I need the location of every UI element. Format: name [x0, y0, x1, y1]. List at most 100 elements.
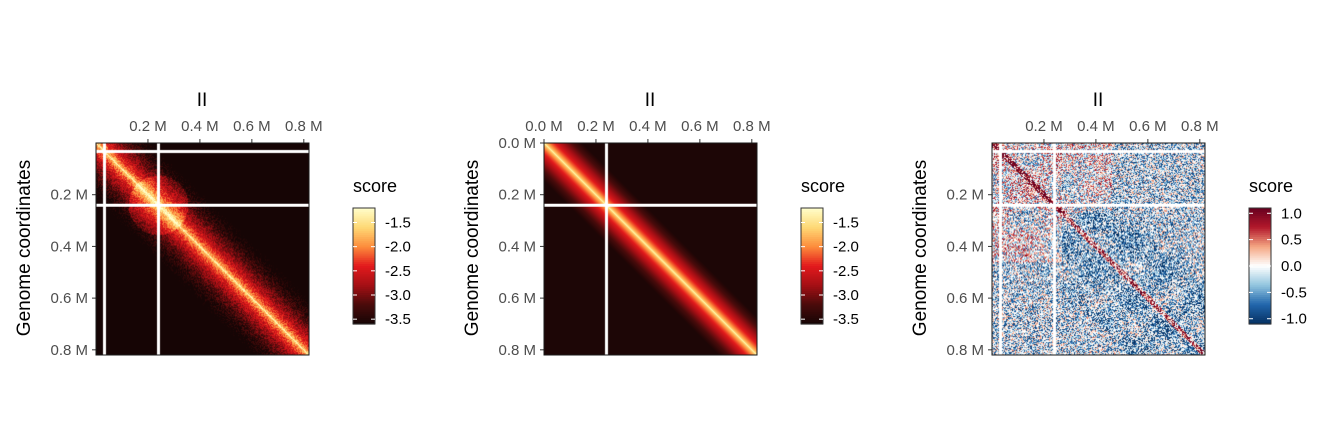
legend-color-step [353, 281, 375, 284]
legend-color-step [801, 217, 823, 221]
legend-color-step [353, 287, 375, 290]
legend-color-step [353, 221, 375, 225]
legend-color-step [353, 227, 375, 230]
legend-color-step [353, 308, 375, 312]
legend-color-step [1249, 281, 1271, 284]
legend-tick-label: -2.0 [833, 239, 859, 256]
y-tick-label: 0.0 M [498, 135, 536, 152]
legend-color-step [801, 275, 823, 279]
legend-color-step [801, 289, 823, 292]
legend-color-step [1249, 291, 1271, 294]
legend-color-step [353, 258, 375, 261]
y-tick-label: 0.2 M [498, 187, 536, 204]
plot-frame [543, 142, 758, 356]
legend-color-step [801, 211, 823, 215]
legend-tick-label: -1.5 [833, 215, 859, 232]
legend-color-step [353, 260, 375, 263]
panel-title: II [1093, 90, 1104, 111]
x-tick-label: 0.2 M [577, 118, 615, 135]
y-tick-label: 0.6 M [50, 290, 88, 307]
legend-color-step [1249, 302, 1271, 306]
legend-color-step [1249, 225, 1271, 228]
legend-color-step [801, 225, 823, 228]
y-axis-label: Genome coordinates [910, 160, 931, 336]
legend-color-step [353, 277, 375, 281]
legend-color-step [1249, 237, 1271, 240]
heatmap-image-group [992, 143, 1205, 355]
legend-color-step [801, 264, 823, 267]
legend-color-step [353, 233, 375, 236]
legend-tick-label: -2.0 [385, 239, 411, 256]
legend-color-step [1249, 271, 1271, 275]
y-axis-label: Genome coordinates [462, 160, 483, 336]
legend-color-step [1249, 298, 1271, 302]
y-tick-label: 0.6 M [946, 290, 984, 307]
legend-color-step [801, 296, 823, 300]
legend-color-step [1249, 295, 1271, 298]
legend-color-step [353, 275, 375, 279]
legend-color-step [801, 302, 823, 306]
x-tick-label: 0.8 M [285, 118, 323, 135]
legend-color-step [1249, 250, 1271, 254]
legend-color-step [1249, 269, 1271, 273]
legend-color-step [353, 312, 375, 315]
legend-color-step [1249, 231, 1271, 234]
legend-tick-label: -3.5 [385, 311, 411, 328]
legend-title: score [1249, 176, 1293, 196]
legend-tick-label: -3.5 [833, 311, 859, 328]
legend-color-step [353, 264, 375, 267]
legend-color-step [801, 312, 823, 315]
legend-color-step [353, 304, 375, 308]
legend-color-step [353, 289, 375, 292]
legend-color-step [1249, 314, 1271, 317]
legend-color-step [801, 237, 823, 240]
legend-color-step [353, 295, 375, 298]
x-tick-label: 0.4 M [1077, 118, 1115, 135]
legend-color-step [801, 252, 823, 255]
y-tick-label: 0.4 M [946, 238, 984, 255]
legend-color-step [353, 314, 375, 317]
legend-color-step [1249, 262, 1271, 265]
legend-color-step [801, 215, 823, 219]
legend-color-step [1249, 229, 1271, 232]
legend-color-step [353, 262, 375, 265]
legend-color-step [801, 304, 823, 308]
legend-tick-label: -3.0 [385, 287, 411, 304]
legend-color-step [801, 271, 823, 275]
color-legend: -1.5 -2.0 -2.5 -3.0 -3.5 [800, 207, 859, 328]
x-axis-ticks: 0.0 M 0.2 M 0.4 M 0.6 M 0.8 M [525, 118, 771, 143]
legend-color-step [801, 287, 823, 290]
legend-color-step [801, 209, 823, 213]
heatmap-image [544, 143, 757, 355]
legend-color-step [1249, 304, 1271, 308]
legend-color-step [801, 281, 823, 284]
color-legend: -1.5 -2.0 -2.5 -3.0 -3.5 [352, 207, 411, 328]
y-axis-ticks: 0.2 M 0.4 M 0.6 M 0.8 M [946, 187, 992, 359]
legend-color-step [353, 242, 375, 246]
legend-color-step [1249, 242, 1271, 246]
legend-color-step [1249, 208, 1271, 211]
x-tick-label: 0.0 M [525, 118, 563, 135]
legend-color-step [801, 283, 823, 286]
legend-color-step [353, 244, 375, 248]
legend-color-step [801, 266, 823, 269]
legend-color-step [801, 221, 823, 225]
legend-tick-label: -2.5 [833, 263, 859, 280]
legend-color-step [1249, 235, 1271, 238]
legend-color-step [801, 233, 823, 236]
legend-color-step [353, 213, 375, 217]
legend-color-step [801, 277, 823, 281]
legend-color-step [801, 240, 823, 244]
legend-color-step [801, 318, 823, 321]
legend-color-step [1249, 248, 1271, 252]
legend-color-step [1249, 219, 1271, 223]
legend-color-step [1249, 254, 1271, 257]
legend-color-step [801, 246, 823, 250]
legend-color-step [801, 244, 823, 248]
legend-color-step [801, 320, 823, 323]
legend-color-step [1249, 308, 1271, 312]
legend-color-step [801, 298, 823, 302]
legend-frame [800, 207, 824, 325]
legend-color-step [353, 240, 375, 244]
